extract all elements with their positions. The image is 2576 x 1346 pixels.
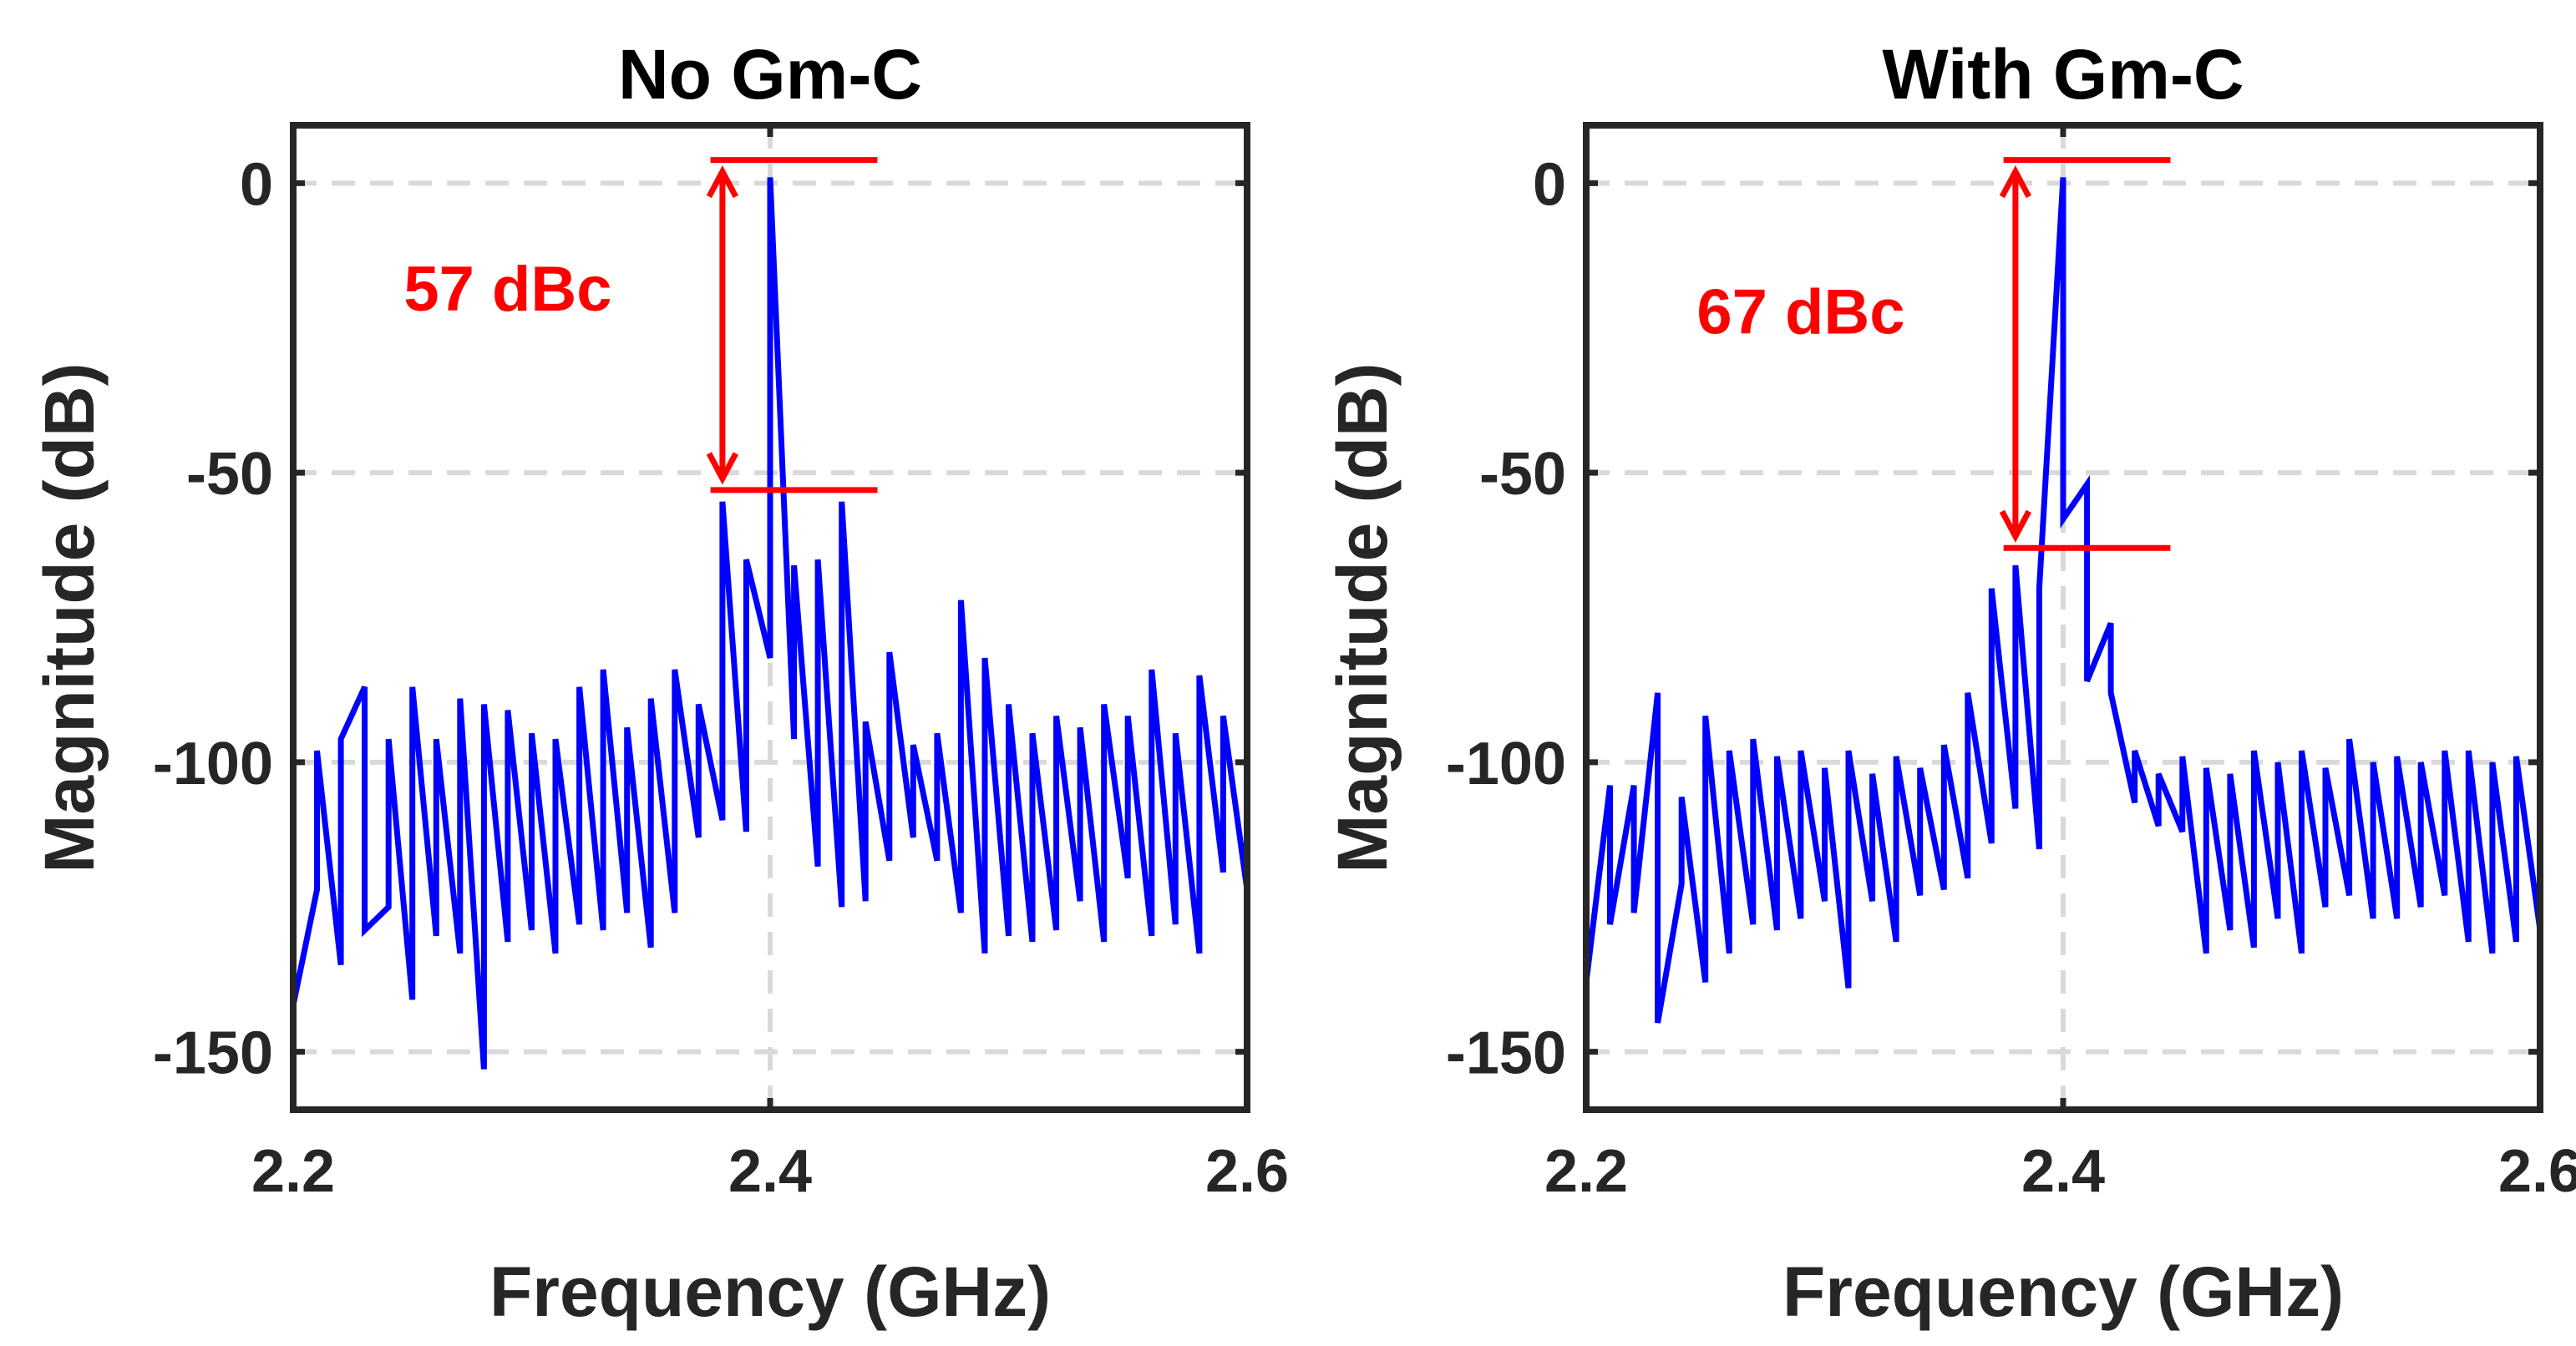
y-tick-label: 0	[240, 151, 273, 218]
arrow-head-up	[1999, 165, 2031, 199]
series-line	[1583, 177, 2543, 1024]
y-axis-label: Magnitude (dB)	[1323, 362, 1402, 873]
annotation-label: 67 dBc	[1696, 277, 1904, 348]
x-tick-label: 2.6	[2498, 1138, 2576, 1205]
y-axis-label: Magnitude (dB)	[30, 362, 109, 873]
x-tick-label: 2.4	[728, 1138, 812, 1205]
x-tick-label: 2.2	[1544, 1138, 1628, 1205]
series-layer	[1583, 177, 2543, 1024]
y-tick-label: -100	[1446, 731, 1566, 797]
ticks: 0 -50 -100 -150 2.2 2.4 2.6	[1446, 125, 2576, 1205]
series-layer	[290, 177, 1250, 1070]
x-axis-label: Frequency (GHz)	[489, 1252, 1051, 1331]
y-tick-label: -50	[1479, 441, 1566, 508]
y-tick-label: 0	[1533, 151, 1566, 218]
x-tick-label: 2.2	[251, 1138, 335, 1205]
annotation-layer	[1999, 157, 2171, 551]
y-tick-label: -150	[153, 1020, 273, 1087]
chart-no-gmc: No Gm-C 0 -50 -100 -150 2.2 2.4 2.6 57 dBc Fre…	[30, 35, 1289, 1331]
arrow-head-down	[1999, 509, 2031, 543]
series-line	[290, 177, 1250, 1070]
annotation-label: 57 dBc	[403, 254, 611, 325]
x-tick-label: 2.4	[2021, 1138, 2105, 1205]
arrow-head-down	[706, 452, 738, 485]
y-tick-label: -100	[153, 731, 273, 797]
annotation-layer	[706, 157, 878, 493]
x-axis-label: Frequency (GHz)	[1782, 1252, 2344, 1331]
arrow-head-up	[706, 165, 738, 199]
y-tick-label: -50	[186, 441, 273, 508]
chart-title: With Gm-C	[1882, 35, 2244, 114]
chart-title: No Gm-C	[618, 35, 922, 114]
chart-with-gmc: With Gm-C 0 -50 -100 -150 2.2 2.4 2.6 67 dBc F…	[1323, 35, 2576, 1331]
y-tick-label: -150	[1446, 1020, 1566, 1087]
x-tick-label: 2.6	[1205, 1138, 1289, 1205]
ticks: 0 -50 -100 -150 2.2 2.4 2.6	[153, 125, 1289, 1205]
